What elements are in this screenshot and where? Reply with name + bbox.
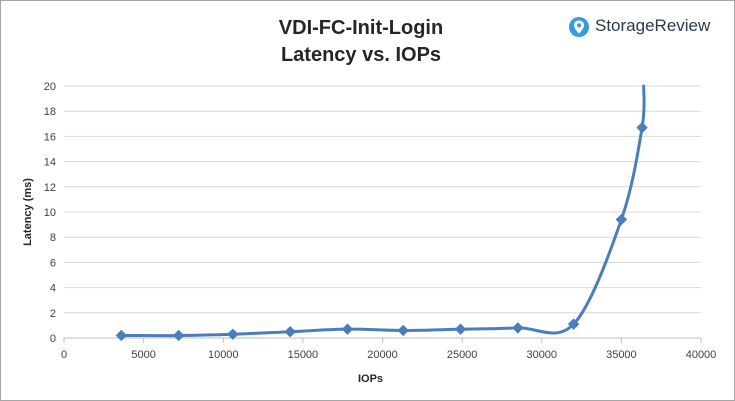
y-tick-label: 2 [50, 308, 56, 320]
y-tick-label: 20 [44, 81, 56, 93]
y-axis-label: Latency (ms) [22, 178, 34, 246]
y-tick-label: 10 [44, 207, 56, 219]
y-tick-label: 8 [50, 232, 56, 244]
data-point-marker [454, 323, 467, 335]
y-tick-label: 18 [44, 106, 56, 118]
x-tick-label: 25000 [447, 349, 478, 361]
x-tick-label: 40000 [686, 349, 717, 361]
data-point-marker [567, 318, 580, 330]
y-tick-label: 0 [50, 333, 56, 345]
data-point-marker [636, 121, 648, 134]
y-tick-label: 16 [44, 131, 56, 143]
brand-name: StorageReview [595, 16, 711, 35]
data-point-marker [341, 323, 354, 335]
y-tick-label: 12 [44, 182, 56, 194]
data-point-marker [512, 322, 524, 334]
chart-title-line2: Latency vs. IOPs [280, 44, 442, 66]
x-tick-label: 15000 [288, 349, 319, 361]
x-tick-label: 20000 [367, 349, 398, 361]
data-point-marker [397, 324, 409, 337]
chart-title-line1: VDI-FC-Init-Login [278, 17, 444, 39]
data-point-marker [284, 325, 296, 338]
data-point-marker [172, 329, 185, 342]
x-tick-label: 5000 [131, 349, 155, 361]
storagereview-logo-icon [569, 17, 589, 37]
y-tick-label: 14 [44, 157, 56, 169]
x-axis-label: IOPs [358, 373, 383, 385]
y-tick-label: 6 [50, 257, 56, 269]
x-tick-label: 30000 [526, 349, 557, 361]
data-point-marker [615, 213, 628, 226]
series-line [119, 84, 646, 338]
data-point-marker [227, 328, 239, 340]
y-tick-label: 4 [50, 283, 56, 295]
x-tick-label: 10000 [208, 349, 239, 361]
x-tick-label: 35000 [606, 349, 637, 361]
data-point-marker [115, 329, 128, 342]
x-tick-label: 0 [61, 349, 67, 361]
